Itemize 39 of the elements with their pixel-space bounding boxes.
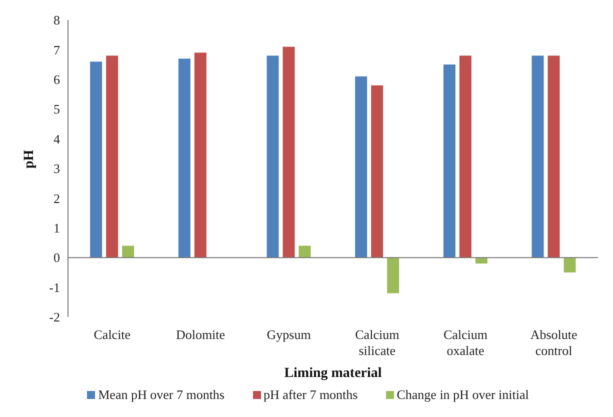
bar [194,52,206,258]
legend-label: pH after 7 months [262,387,358,403]
bar [266,56,279,258]
bar [355,76,368,258]
bar [122,246,134,258]
y-tick-label: -2 [49,310,60,325]
x-tick-label: Calcium oxalate [443,327,488,358]
y-tick-label: 3 [54,161,60,176]
bar [298,246,311,258]
bar [459,56,472,258]
bar [387,258,400,294]
y-tick-label: 2 [54,190,60,206]
x-tick-label: Absolute control [530,327,578,358]
x-tick-label: Calcium silicate [355,327,400,358]
bar [90,62,102,258]
y-tick-label: 8 [54,12,60,28]
y-tick-label: 1 [54,220,60,236]
bar [475,258,488,264]
x-tick-label: Dolomite [176,327,226,342]
bar [532,56,544,258]
x-tick-label: Gypsum [266,327,311,342]
y-tick-label: 7 [54,42,60,58]
bar [443,64,456,258]
y-tick-label: 6 [54,72,60,88]
bar [106,56,118,258]
x-axis-title: Liming material [284,366,382,381]
x-tick-label: Calcite [94,327,131,342]
legend-label: Change in pH over initial [396,387,529,403]
y-tick-label: 5 [54,102,60,117]
bar [282,46,295,258]
y-tick-label: -1 [49,280,60,295]
y-tick-label: 4 [54,131,60,146]
bar [548,56,560,258]
bar [564,258,576,272]
y-tick-label: 0 [54,250,60,266]
bar [371,85,384,258]
y-axis-title: pH [22,150,37,168]
bar [178,58,190,258]
legend-label: Mean pH over 7 months [97,387,224,403]
